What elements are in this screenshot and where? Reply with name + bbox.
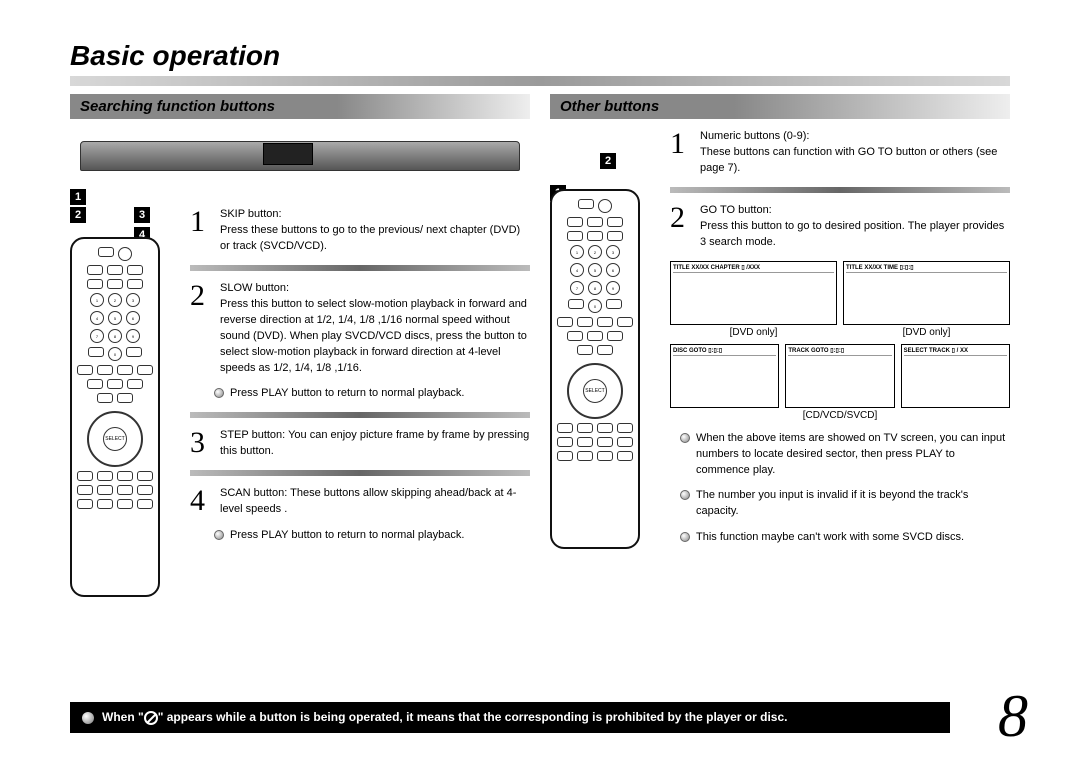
right-bullet-2: The number you input is invalid if it is… <box>696 488 1010 520</box>
step3-title: STEP button: You can enjoy picture <box>220 429 393 441</box>
screen-select-track: SELECT TRACK ▯ / XX <box>901 344 1010 408</box>
r-callout-2: 2 <box>600 153 616 169</box>
step2-title: SLOW button: <box>220 281 530 297</box>
right-bullet-3: This function maybe can't work with some… <box>696 530 964 546</box>
r-step1-body: These buttons can function with GO TO bu… <box>700 146 997 174</box>
r-step2-body: Press this button to go to desired posit… <box>700 220 1004 248</box>
step-num: 1 <box>190 207 212 255</box>
footer-after: " appears while a button is being operat… <box>158 710 788 724</box>
screen-dvd-chapter: TITLE XX/XX CHAPTER ▯ /XXX <box>670 261 837 325</box>
step-num: 4 <box>190 486 212 518</box>
screen-dvd-time: TITLE XX/XX TIME ▯:▯:▯ <box>843 261 1010 325</box>
bullet-icon <box>680 433 690 443</box>
step-num: 2 <box>670 203 692 251</box>
title-rule <box>70 76 1010 86</box>
bullet-icon <box>214 530 224 540</box>
screen-disc-goto: DISC GOTO ▯:▯:▯ <box>670 344 779 408</box>
step-num: 2 <box>190 281 212 377</box>
bullet-icon <box>680 490 690 500</box>
step2-body: Press this button to select slow-motion … <box>220 298 527 374</box>
prohibit-icon <box>144 711 158 725</box>
remote-illustration-right: 123 456 789 0 SELECT <box>550 189 640 549</box>
bullet-icon <box>82 712 94 724</box>
rule <box>190 412 530 418</box>
footer-warning: When " " appears while a button is being … <box>70 702 950 733</box>
left-note-1: Press PLAY button to return to normal pl… <box>230 386 464 402</box>
r-step2-title: GO TO button: <box>700 203 1010 219</box>
rule <box>190 265 530 271</box>
right-bullet-1: When the above items are showed on TV sc… <box>696 431 1010 479</box>
step1-title: SKIP button: <box>220 207 530 223</box>
callout-1: 1 <box>70 189 86 205</box>
bullet-icon <box>214 388 224 398</box>
right-subheading: Other buttons <box>550 94 734 119</box>
remote-illustration-left: 123 456 789 0 SELECT <box>70 237 160 597</box>
subhead-fade <box>337 94 530 119</box>
screen-label: [DVD only] <box>843 327 1010 338</box>
dvd-player-illustration <box>70 129 530 189</box>
screen-track-goto: TRACK GOTO ▯:▯:▯ <box>785 344 894 408</box>
bullet-icon <box>680 532 690 542</box>
r-step1-title: Numeric buttons (0-9): <box>700 129 1010 145</box>
screen-row2-label: [CD/VCD/SVCD] <box>670 410 1010 421</box>
footer-before: When " <box>102 710 144 724</box>
step-num: 1 <box>670 129 692 177</box>
screen-label: [DVD only] <box>670 327 837 338</box>
rule <box>190 470 530 476</box>
step4-title: SCAN button: These buttons allow <box>220 487 388 499</box>
callout-2: 2 <box>70 207 86 223</box>
rule <box>670 187 1010 193</box>
page-title: Basic operation <box>70 40 1010 72</box>
step1-body: Press these buttons to go to the previou… <box>220 224 520 252</box>
page-number: 8 <box>998 682 1028 751</box>
step-num: 3 <box>190 428 212 460</box>
left-subheading: Searching function buttons <box>70 94 337 119</box>
subhead-fade <box>734 94 1010 119</box>
callout-3: 3 <box>134 207 150 223</box>
left-note-2: Press PLAY button to return to normal pl… <box>230 528 464 544</box>
